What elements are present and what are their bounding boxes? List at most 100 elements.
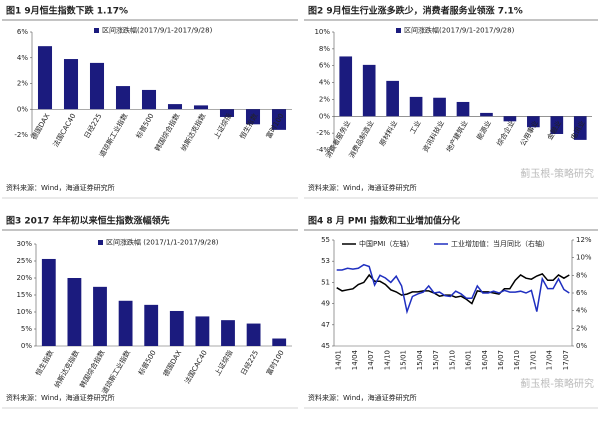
y2-tick-label: 0% xyxy=(576,342,587,350)
y-tick-label: 51 xyxy=(321,278,330,286)
bar xyxy=(272,338,287,346)
y-tick-label: -4% xyxy=(316,146,330,154)
bar xyxy=(93,286,107,346)
x-tick-label: 标普500 xyxy=(134,112,155,140)
y-tick-label: -2% xyxy=(316,129,330,137)
x-tick-label: 工业 xyxy=(408,119,423,136)
x-tick-label: 17/01 xyxy=(529,350,537,370)
y-tick-label: 2% xyxy=(319,95,330,103)
bar xyxy=(409,96,423,117)
y-tick-label: 6% xyxy=(319,62,330,70)
y-tick-label: 53 xyxy=(321,257,330,265)
x-tick-label: 富时100 xyxy=(264,349,285,377)
legend-label: 中国PMI（左轴） xyxy=(359,239,413,248)
legend-label: 区间涨跌幅 (2017/1/1-2017/9/28) xyxy=(106,238,219,247)
x-tick-label: 15/01 xyxy=(400,350,408,370)
y-tick-label: 15% xyxy=(16,291,32,299)
y-tick-label: -2% xyxy=(14,131,28,139)
x-tick-label: 法国CAC40 xyxy=(51,112,77,149)
bar xyxy=(144,304,159,346)
bar xyxy=(271,109,287,130)
y-tick-label: 47 xyxy=(321,321,330,329)
chart-title: 图3 2017 年年初以来恒生指数涨幅领先 xyxy=(6,215,170,227)
bar xyxy=(118,300,133,346)
x-tick-label: 15/10 xyxy=(448,350,456,370)
x-tick-label: 道琼斯工业指数 xyxy=(97,112,129,159)
bar xyxy=(115,86,131,110)
x-tick-label: 14/10 xyxy=(383,350,391,370)
x-tick-label: 恒生指数 xyxy=(33,349,55,378)
bar xyxy=(503,116,517,122)
y-tick-label: 30% xyxy=(16,240,32,248)
source: 资料来源：Wind，海通证券研究所 xyxy=(6,183,115,192)
y-tick-label: 49 xyxy=(321,300,330,308)
x-tick-label: 纳斯达克指数 xyxy=(52,349,81,390)
watermark: 蓟玉根-策略研究 xyxy=(520,377,594,390)
x-tick-label: 14/07 xyxy=(367,350,375,370)
x-tick-label: 14/04 xyxy=(351,349,359,370)
y2-tick-label: 8% xyxy=(576,271,587,279)
legend-swatch xyxy=(94,28,99,33)
source: 资料来源：Wind，海通证券研究所 xyxy=(6,393,115,402)
y-tick-label: 10% xyxy=(314,28,330,36)
y-tick-label: 4% xyxy=(17,54,28,62)
y2-tick-label: 12% xyxy=(576,236,592,244)
chart-title: 图4 8 月 PMI 指数和工业增加值分化 xyxy=(308,215,460,227)
bar xyxy=(386,80,399,117)
bar xyxy=(193,105,209,110)
bar xyxy=(219,109,235,117)
bar xyxy=(456,101,470,117)
y-tick-label: 0% xyxy=(21,342,32,350)
bar xyxy=(167,104,183,110)
y-tick-label: 2% xyxy=(17,80,28,88)
bar xyxy=(550,116,564,134)
bar xyxy=(480,112,493,117)
legend-label: 工业增加值：当月同比（右轴） xyxy=(451,239,549,248)
y-tick-label: 0% xyxy=(17,105,28,113)
y-tick-label: 4% xyxy=(319,79,330,87)
source: 资料来源：Wind，海通证券研究所 xyxy=(308,183,417,192)
x-tick-label: 资讯科技业 xyxy=(421,119,446,154)
y-tick-label: 20% xyxy=(16,274,32,282)
x-tick-label: 15/07 xyxy=(432,350,440,370)
x-tick-label: 16/04 xyxy=(481,349,489,370)
legend-swatch xyxy=(396,28,401,33)
bar xyxy=(221,320,235,346)
bar xyxy=(246,323,261,346)
bar xyxy=(527,116,540,128)
x-tick-label: 标普500 xyxy=(136,349,157,377)
x-tick-label: 德国DAX xyxy=(161,348,183,378)
line-series xyxy=(336,273,570,305)
bar xyxy=(67,278,82,346)
x-tick-label: 17/07 xyxy=(562,350,570,370)
y-tick-label: 25% xyxy=(16,257,32,265)
watermark: 蓟玉根-策略研究 xyxy=(520,167,594,180)
y2-tick-label: 10% xyxy=(576,254,592,262)
y-tick-label: 45 xyxy=(321,342,330,350)
bar xyxy=(339,56,353,117)
x-tick-label: 16/01 xyxy=(465,350,473,370)
x-tick-label: 17/04 xyxy=(546,349,554,370)
x-tick-label: 14/01 xyxy=(335,350,343,370)
x-tick-label: 16/07 xyxy=(497,350,505,370)
bar xyxy=(362,64,376,117)
x-tick-label: 原材料业 xyxy=(377,119,399,148)
chart-title: 图2 9月恒生行业涨多跌少，消费者服务业领涨 7.1% xyxy=(308,5,523,17)
x-tick-label: 综合企业 xyxy=(495,119,517,148)
source: 资料来源：Wind，海通证券研究所 xyxy=(308,393,417,402)
x-tick-label: 纳斯达克指数 xyxy=(179,112,208,153)
legend-swatch xyxy=(98,240,103,245)
y-tick-label: 6% xyxy=(17,28,28,36)
x-tick-label: 法国CAC40 xyxy=(182,349,208,386)
y2-tick-label: 2% xyxy=(576,324,587,332)
bar xyxy=(169,310,184,346)
legend-label: 区间涨跌幅(2017/9/1-2017/9/28) xyxy=(102,26,213,35)
legend-label: 区间涨跌幅(2017/9/1-2017/9/28) xyxy=(404,26,515,35)
bar xyxy=(63,59,79,110)
bar xyxy=(89,62,105,110)
bar xyxy=(37,46,53,110)
line-series xyxy=(336,263,570,315)
x-tick-label: 日经225 xyxy=(239,349,260,377)
x-tick-label: 上证综指 xyxy=(213,349,235,378)
